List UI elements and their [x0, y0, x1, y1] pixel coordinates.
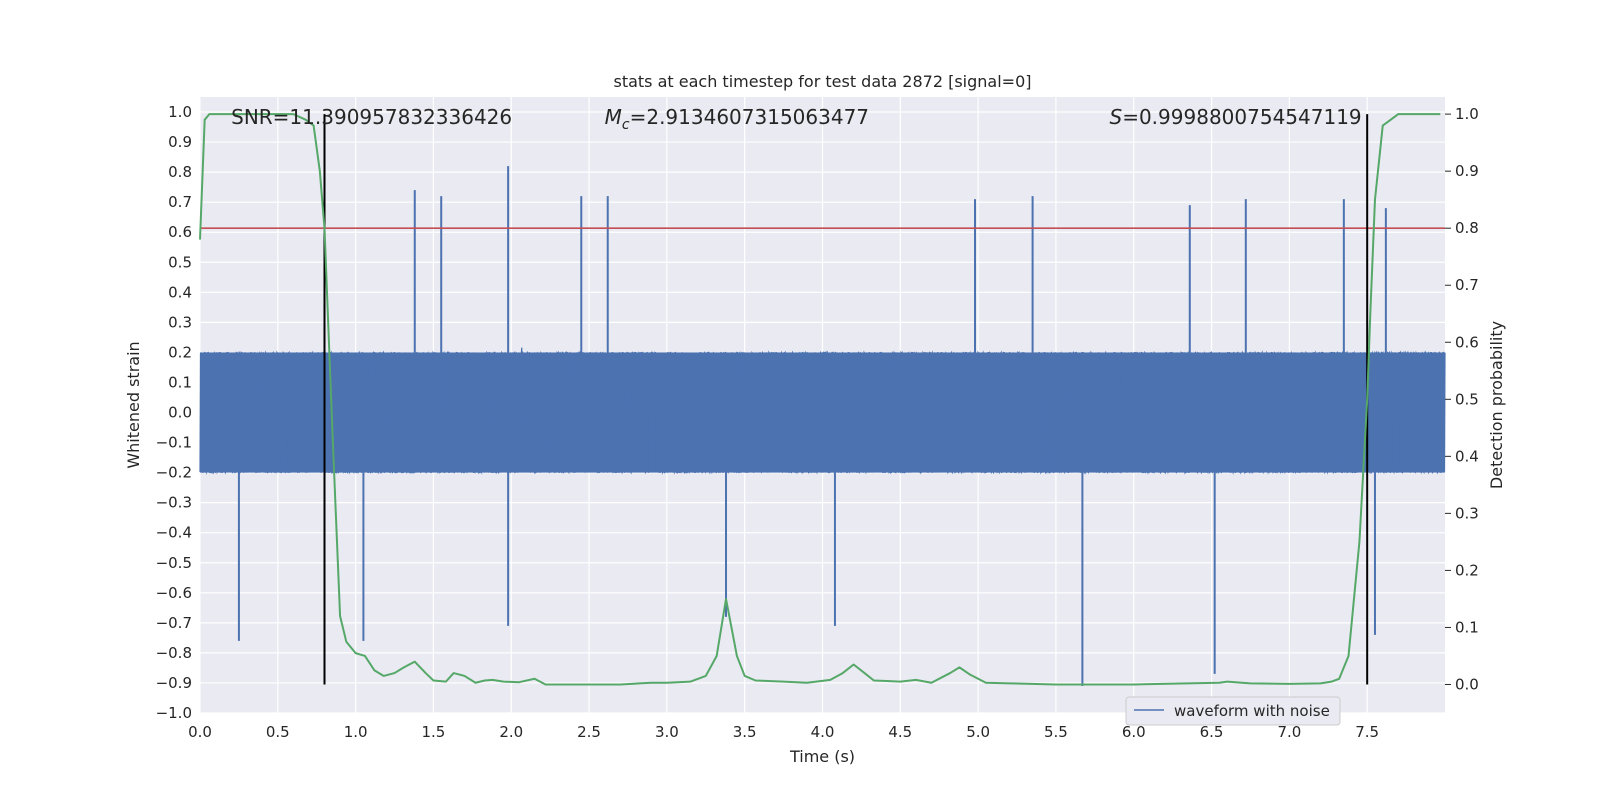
y2-tick-label: 0.0: [1455, 675, 1479, 693]
snr-annotation: SNR=11.390957832336426: [231, 105, 512, 129]
y-tick-label: 0.1: [168, 373, 192, 391]
x-tick-label: 6.0: [1122, 723, 1146, 741]
y2-tick-label: 0.4: [1455, 447, 1479, 465]
y-tick-label: 0.8: [168, 163, 192, 181]
y-tick-label: −0.5: [156, 554, 192, 572]
mc-value: =2.9134607315063477: [630, 105, 869, 129]
mc-subscript: c: [622, 117, 630, 133]
y-tick-label: 0.9: [168, 133, 192, 151]
x-tick-label: 4.5: [888, 723, 912, 741]
waveform-series: [199, 166, 1446, 686]
y-axis-label: Whitened strain: [124, 341, 143, 468]
y-tick-label: 0.3: [168, 313, 192, 331]
chart-title: stats at each timestep for test data 287…: [613, 72, 1031, 91]
y-tick-label: −0.9: [156, 674, 192, 692]
probability-line: [199, 113, 1441, 686]
y-tick-label: 0.7: [168, 193, 192, 211]
y2-tick-label: 0.6: [1455, 333, 1479, 351]
y-tick-label: 0.2: [168, 343, 192, 361]
x-tick-label: 4.0: [811, 723, 835, 741]
y-tick-label: −0.1: [156, 434, 192, 452]
s-value: =0.9998800754547119: [1122, 105, 1361, 129]
x-tick-label: 7.5: [1355, 723, 1379, 741]
y2-tick-label: 0.9: [1455, 162, 1479, 180]
y-tick-label: 0.6: [168, 223, 192, 241]
x-tick-label: 7.0: [1277, 723, 1301, 741]
x-tick-label: 5.5: [1044, 723, 1068, 741]
s-symbol: S: [1110, 105, 1123, 129]
y-tick-label: −0.8: [156, 644, 192, 662]
y2-tick-label: 0.1: [1455, 618, 1479, 636]
y-tick-label: −1.0: [156, 704, 192, 722]
x-tick-label: 3.0: [655, 723, 679, 741]
y-tick-label: −0.7: [156, 614, 192, 632]
x-tick-label: 3.5: [733, 723, 757, 741]
x-tick-label: 0.5: [266, 723, 290, 741]
y-tick-label: 0.0: [168, 404, 192, 422]
y2-tick-label: 0.8: [1455, 219, 1479, 237]
x-tick-label: 1.0: [344, 723, 368, 741]
x-tick-label: 5.0: [966, 723, 990, 741]
x-axis-label: Time (s): [789, 747, 855, 766]
y-tick-label: −0.6: [156, 584, 192, 602]
y-tick-label: 0.5: [168, 253, 192, 271]
score-annotation: S=0.9998800754547119: [1110, 105, 1362, 129]
y2-tick-label: 0.5: [1455, 390, 1479, 408]
y-tick-label: −0.2: [156, 464, 192, 482]
y2-tick-label: 0.7: [1455, 276, 1479, 294]
waveform-trace: [199, 347, 1446, 475]
legend-label: waveform with noise: [1174, 702, 1330, 720]
y2-tick-label: 0.2: [1455, 561, 1479, 579]
x-tick-label: 2.0: [499, 723, 523, 741]
legend-box: [1125, 696, 1341, 726]
y2-axis-label: Detection probability: [1487, 321, 1506, 489]
y-tick-label: −0.4: [156, 524, 192, 542]
y-tick-label: −0.3: [156, 494, 192, 512]
y2-tick-label: 0.3: [1455, 504, 1479, 522]
mc-symbol: M: [605, 105, 622, 129]
y-tick-label: 1.0: [168, 103, 192, 121]
x-tick-label: 0.0: [188, 723, 212, 741]
x-tick-label: 2.5: [577, 723, 601, 741]
x-tick-label: 1.5: [422, 723, 446, 741]
chirp-mass-annotation: Mc=2.9134607315063477: [605, 105, 869, 133]
y2-tick-label: 1.0: [1455, 105, 1479, 123]
y-tick-label: 0.4: [168, 283, 192, 301]
x-tick-label: 6.5: [1200, 723, 1224, 741]
legend: waveform with noise: [1125, 696, 1341, 726]
